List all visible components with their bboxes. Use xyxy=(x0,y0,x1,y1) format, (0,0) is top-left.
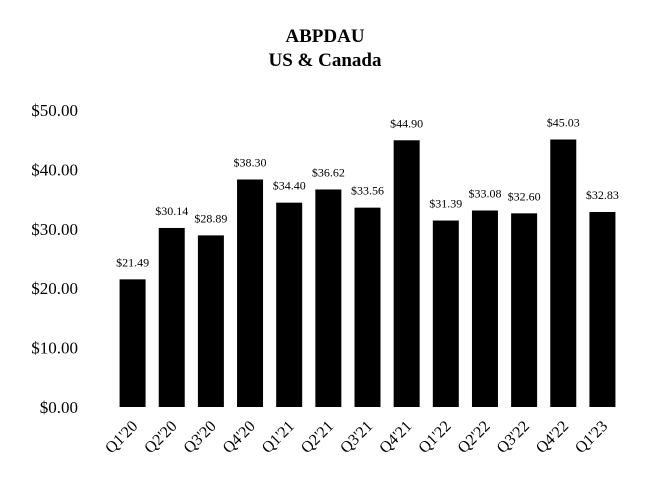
data-label: $44.90 xyxy=(390,116,423,130)
y-tick-label: $30.00 xyxy=(31,220,78,239)
data-label: $38.30 xyxy=(234,155,267,169)
bar xyxy=(158,227,185,407)
data-label: $28.89 xyxy=(194,211,227,225)
y-tick-label: $50.00 xyxy=(31,101,78,120)
bar xyxy=(119,279,146,407)
bar xyxy=(315,189,342,407)
data-label: $33.08 xyxy=(468,187,501,201)
bar xyxy=(393,140,420,407)
data-label: $32.83 xyxy=(586,188,619,202)
bar xyxy=(589,211,616,407)
chart-subtitle: US & Canada xyxy=(268,50,382,71)
chart-title: ABPDAU xyxy=(285,26,365,47)
data-label: $30.14 xyxy=(155,204,188,218)
data-label: $32.60 xyxy=(508,189,541,203)
y-tick-label: $20.00 xyxy=(31,279,78,298)
x-tick-label: Q2'21 xyxy=(298,418,337,457)
x-tick-label: Q1'22 xyxy=(415,418,454,457)
y-tick-label: $10.00 xyxy=(31,339,78,358)
bar xyxy=(354,207,381,407)
y-tick-label: $0.00 xyxy=(40,398,78,417)
x-tick-label: Q1'21 xyxy=(259,418,298,457)
x-tick-label: Q3'21 xyxy=(337,418,376,457)
x-tick-label: Q1'23 xyxy=(572,418,611,457)
x-tick-label: Q4'21 xyxy=(376,418,415,457)
data-label: $21.49 xyxy=(116,255,149,269)
bar xyxy=(276,202,303,407)
data-label: $34.40 xyxy=(273,179,306,193)
bar xyxy=(237,179,264,407)
x-tick-label: Q2'22 xyxy=(455,418,494,457)
x-tick-label: Q4'22 xyxy=(533,418,572,457)
x-tick-label: Q4'20 xyxy=(220,418,259,457)
data-label: $45.03 xyxy=(547,116,580,130)
data-label: $33.56 xyxy=(351,184,384,198)
bar xyxy=(511,213,538,407)
bar xyxy=(432,220,459,407)
y-tick-label: $40.00 xyxy=(31,160,78,179)
x-tick-label: Q2'20 xyxy=(141,418,180,457)
bar xyxy=(550,139,577,408)
bar xyxy=(471,210,498,407)
x-tick-label: Q3'22 xyxy=(494,418,533,457)
data-label: $31.39 xyxy=(429,197,462,211)
x-tick-label: Q3'20 xyxy=(181,418,220,457)
bar xyxy=(197,235,224,407)
data-label: $36.62 xyxy=(312,165,345,179)
x-tick-label: Q1'20 xyxy=(102,418,141,457)
